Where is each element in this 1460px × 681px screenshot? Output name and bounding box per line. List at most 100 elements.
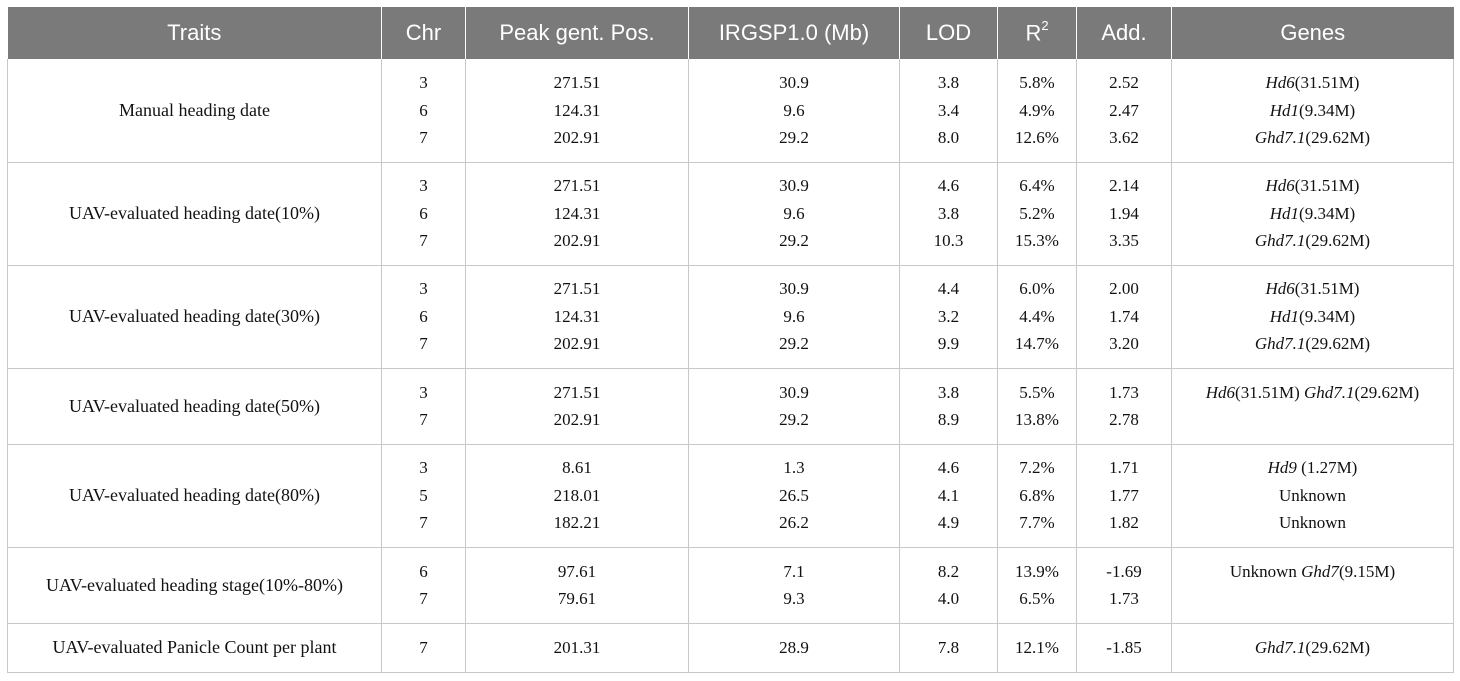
irgsp-mb-value: 9.6 — [783, 100, 805, 120]
chr-value: 3 — [419, 176, 428, 196]
lod-cell: 4.6 4.1 4.9 — [899, 444, 998, 548]
genes-line: Hd6(31.51M) — [1172, 172, 1453, 200]
gene-name: Hd6 — [1265, 176, 1295, 196]
chr-value: 6 — [419, 561, 428, 581]
gene-location: Unknown — [1278, 513, 1347, 533]
additive-value: 3.62 — [1109, 128, 1139, 147]
r2-value: 12.6% — [1015, 128, 1059, 147]
table-row: UAV-evaluated heading date(80%) 3 5 7 8.61 21… — [7, 444, 1454, 548]
peak-pos-value: 201.31 — [553, 637, 601, 657]
chr-value: 3 — [419, 73, 428, 92]
chr-value: 6 — [419, 203, 428, 223]
gene-location: (1.27M) — [1296, 458, 1358, 478]
table-row: UAV-evaluated heading date(30%) 3 6 7 271.51… — [7, 265, 1454, 369]
peak-pos-value: 202.91 — [553, 231, 601, 251]
peak-pos-value: 271.51 — [553, 176, 601, 196]
irgsp-mb-cell: 1.3 26.5 26.2 — [688, 444, 900, 548]
additive-value: 1.82 — [1109, 513, 1139, 533]
r2-cell: 6.0% 4.4% 14.7% — [997, 265, 1077, 369]
chr-cell: 7 — [381, 623, 466, 673]
peak-pos-value: 202.91 — [553, 334, 601, 354]
additive-value: 2.47 — [1109, 100, 1139, 120]
lod-value: 3.8 — [937, 73, 960, 92]
r2-value: 6.8% — [1019, 485, 1055, 505]
peak-pos-cell: 271.51 124.31 202.91 — [465, 265, 689, 369]
lod-value: 9.9 — [937, 334, 960, 354]
peak-pos-value: 124.31 — [553, 203, 601, 223]
irgsp-mb-cell: 30.9 9.6 29.2 — [688, 59, 900, 163]
chr-cell: 3 6 7 — [381, 59, 466, 163]
additive-value: 3.20 — [1109, 334, 1139, 354]
irgsp-mb-cell: 30.9 9.6 29.2 — [688, 265, 900, 369]
gene-location: Unknown — [1229, 561, 1302, 581]
peak-pos-value: 124.31 — [553, 306, 601, 326]
irgsp-mb-value: 9.6 — [783, 306, 805, 326]
gene-name: Hd6 — [1265, 73, 1295, 92]
genes-line: Hd1(9.34M) — [1172, 200, 1453, 228]
additive-cell: 1.71 1.77 1.82 — [1076, 444, 1172, 548]
gene-name: Ghd7.1 — [1254, 231, 1306, 251]
lod-cell: 4.6 3.8 10.3 — [899, 162, 998, 266]
irgsp-mb-cell: 30.9 29.2 — [688, 368, 900, 445]
lod-value: 3.4 — [937, 100, 960, 120]
lod-value: 8.9 — [937, 410, 960, 429]
r2-value: 13.8% — [1015, 410, 1059, 429]
lod-cell: 3.8 3.4 8.0 — [899, 59, 998, 163]
peak-pos-value: 218.01 — [553, 485, 601, 505]
r2-value: 4.9% — [1019, 100, 1055, 120]
table-body: Manual heading date 3 6 7 271.51 124.31 202.91… — [7, 59, 1454, 673]
peak-pos-value: 271.51 — [553, 279, 601, 299]
genes-line: Ghd7.1(29.62M) — [1172, 124, 1453, 152]
genes-line: Ghd7.1(29.62M) — [1172, 330, 1453, 358]
lod-cell: 3.8 8.9 — [899, 368, 998, 445]
irgsp-mb-value: 30.9 — [779, 73, 809, 92]
gene-name: Ghd7.1 — [1254, 637, 1306, 657]
peak-pos-cell: 271.51 202.91 — [465, 368, 689, 445]
lod-cell: 4.4 3.2 9.9 — [899, 265, 998, 369]
additive-value: -1.69 — [1106, 561, 1142, 581]
r2-value: 4.4% — [1019, 306, 1055, 326]
additive-value: 1.73 — [1109, 382, 1139, 402]
lod-value: 8.2 — [937, 561, 960, 581]
genes-line: Ghd7.1(29.62M) — [1172, 634, 1453, 662]
genes-cell: Hd6(31.51M) Hd1(9.34M) Ghd7.1(29.62M) — [1171, 162, 1454, 266]
lod-value: 4.4 — [937, 279, 960, 299]
additive-value: 2.00 — [1109, 279, 1139, 299]
chr-value: 7 — [419, 589, 428, 608]
trait-cell: Manual heading date — [7, 59, 382, 163]
chr-value: 7 — [419, 410, 428, 429]
chr-value: 6 — [419, 100, 428, 120]
additive-value: 3.35 — [1109, 231, 1139, 251]
chr-value: 7 — [419, 231, 428, 251]
genes-line: Unknown Ghd7(9.15M) — [1172, 558, 1453, 586]
header-genes: Genes — [1171, 7, 1454, 59]
chr-cell: 3 6 7 — [381, 265, 466, 369]
genes-cell: Hd6(31.51M) Hd1(9.34M) Ghd7.1(29.62M) — [1171, 59, 1454, 163]
gene-location: (29.62M) — [1305, 334, 1371, 354]
peak-pos-cell: 201.31 — [465, 623, 689, 673]
irgsp-mb-value: 29.2 — [779, 410, 809, 429]
trait-cell: UAV-evaluated heading date(80%) — [7, 444, 382, 548]
gene-name: Hd6 — [1265, 279, 1295, 299]
table-row: UAV-evaluated heading stage(10%-80%) 6 7 97… — [7, 547, 1454, 624]
chr-cell: 3 5 7 — [381, 444, 466, 548]
genes-line: Unknown — [1172, 482, 1453, 510]
chr-cell: 3 6 7 — [381, 162, 466, 266]
gene-name: Hd1 — [1269, 306, 1300, 326]
gene-location: (29.62M) — [1305, 128, 1371, 147]
lod-value: 8.0 — [937, 128, 960, 147]
lod-value: 4.6 — [937, 176, 960, 196]
genes-line: Hd9 (1.27M) — [1172, 454, 1453, 482]
gene-name: Ghd7.1 — [1304, 382, 1355, 402]
r2-value: 5.8% — [1019, 73, 1055, 92]
gene-location: Unknown — [1278, 485, 1347, 505]
genes-line: Hd6(31.51M) — [1172, 69, 1453, 97]
header-peak-pos: Peak gent. Pos. — [465, 7, 689, 59]
r2-value: 6.0% — [1019, 279, 1055, 299]
irgsp-mb-value: 26.5 — [779, 485, 809, 505]
irgsp-mb-value: 29.2 — [779, 128, 809, 147]
r2-value: 12.1% — [1015, 637, 1059, 657]
gene-location: (9.34M) — [1299, 306, 1356, 326]
peak-pos-value: 182.21 — [553, 513, 601, 533]
irgsp-mb-cell: 7.1 9.3 — [688, 547, 900, 624]
